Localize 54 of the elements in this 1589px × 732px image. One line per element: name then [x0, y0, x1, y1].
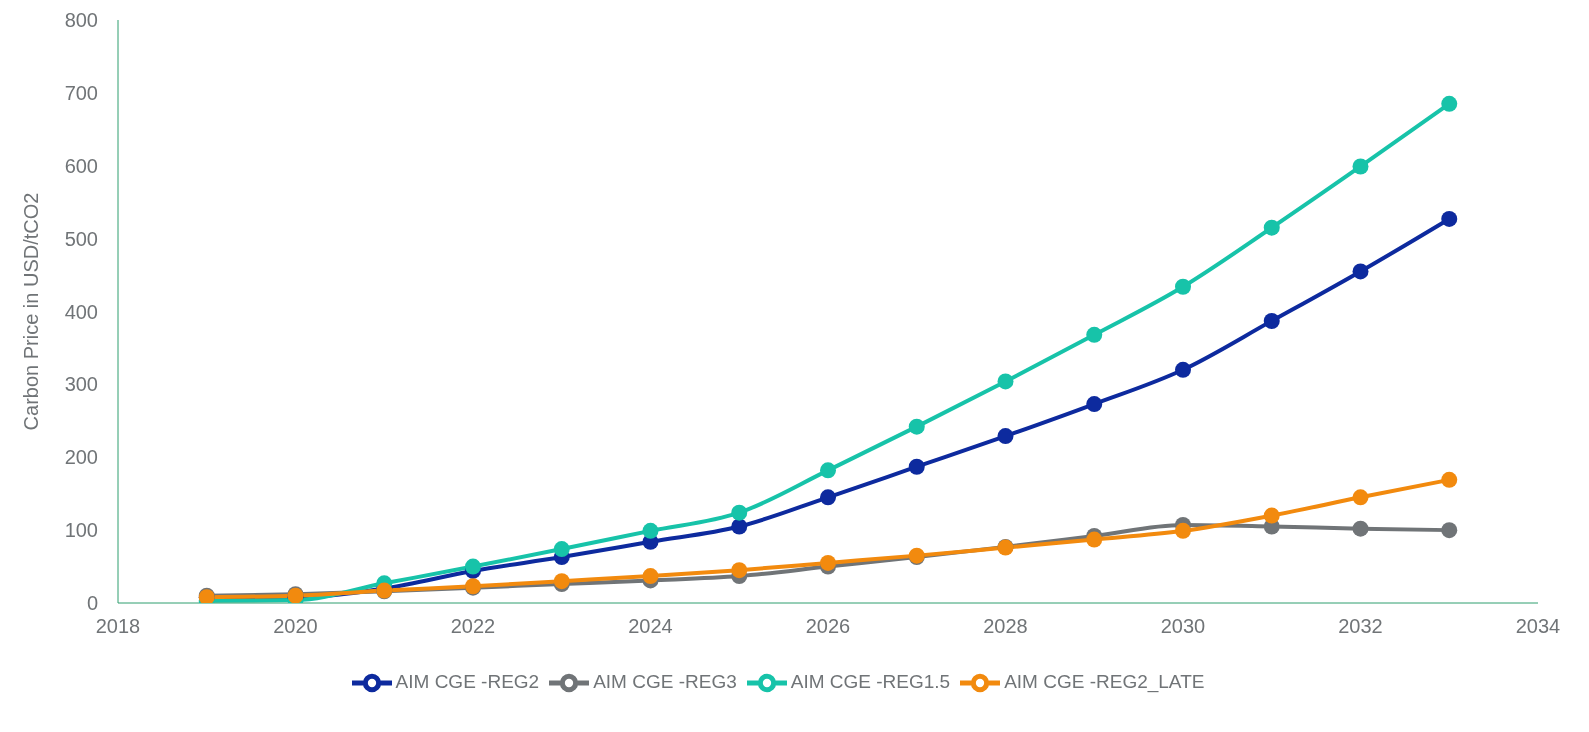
y-tick-label: 200	[64, 446, 98, 469]
point	[1441, 95, 1458, 112]
point	[1263, 312, 1280, 329]
y-tick-label: 800	[64, 9, 98, 32]
point	[908, 458, 925, 475]
point	[997, 428, 1014, 445]
point	[1352, 520, 1369, 537]
point	[1175, 522, 1191, 539]
y-tick-label: 500	[64, 227, 98, 250]
y-tick-label: 300	[64, 373, 98, 396]
x-tick-label: 2030	[1160, 615, 1206, 638]
point	[820, 554, 836, 571]
x-tick-label: 2018	[95, 615, 141, 638]
y-tick-label: 700	[64, 81, 98, 104]
point	[642, 568, 659, 585]
point	[731, 518, 748, 535]
legend-label: AIM CGE -REG2_LATE	[1004, 671, 1205, 693]
x-tick-label: 2022	[450, 615, 496, 638]
point	[1263, 507, 1280, 524]
legend-label: AIM CGE -REG1.5	[790, 671, 951, 693]
x-tick-label: 2034	[1515, 615, 1561, 638]
point	[1086, 326, 1103, 343]
point	[908, 418, 925, 435]
y-tick-label: 0	[86, 592, 98, 615]
point	[731, 562, 748, 579]
x-tick-label: 2020	[273, 615, 318, 638]
point	[820, 462, 836, 479]
point	[642, 522, 659, 539]
x-tick-label: 2032	[1338, 615, 1383, 638]
point	[997, 373, 1014, 390]
y-axis-title: Carbon Price in USD/tCO2	[20, 192, 43, 431]
point	[1441, 522, 1458, 539]
point	[553, 541, 570, 558]
y-tick-label: 100	[64, 519, 98, 542]
point	[1263, 219, 1280, 236]
point	[1441, 471, 1458, 488]
x-tick-label: 2028	[983, 615, 1028, 638]
point	[1175, 278, 1191, 295]
point	[1441, 210, 1458, 227]
point	[820, 489, 836, 506]
point	[1086, 531, 1103, 548]
point	[1352, 158, 1369, 175]
y-tick-label: 600	[64, 154, 98, 177]
point	[465, 558, 481, 575]
point	[1175, 361, 1191, 378]
point	[1086, 396, 1103, 413]
point	[731, 504, 748, 521]
x-tick-label: 2024	[628, 615, 673, 638]
y-tick-label: 400	[64, 300, 98, 323]
point	[1352, 263, 1369, 280]
x-tick-label: 2026	[805, 615, 851, 638]
point	[1352, 489, 1369, 506]
legend-label: AIM CGE -REG2	[395, 671, 540, 693]
legend-label: AIM CGE -REG3	[593, 671, 737, 693]
